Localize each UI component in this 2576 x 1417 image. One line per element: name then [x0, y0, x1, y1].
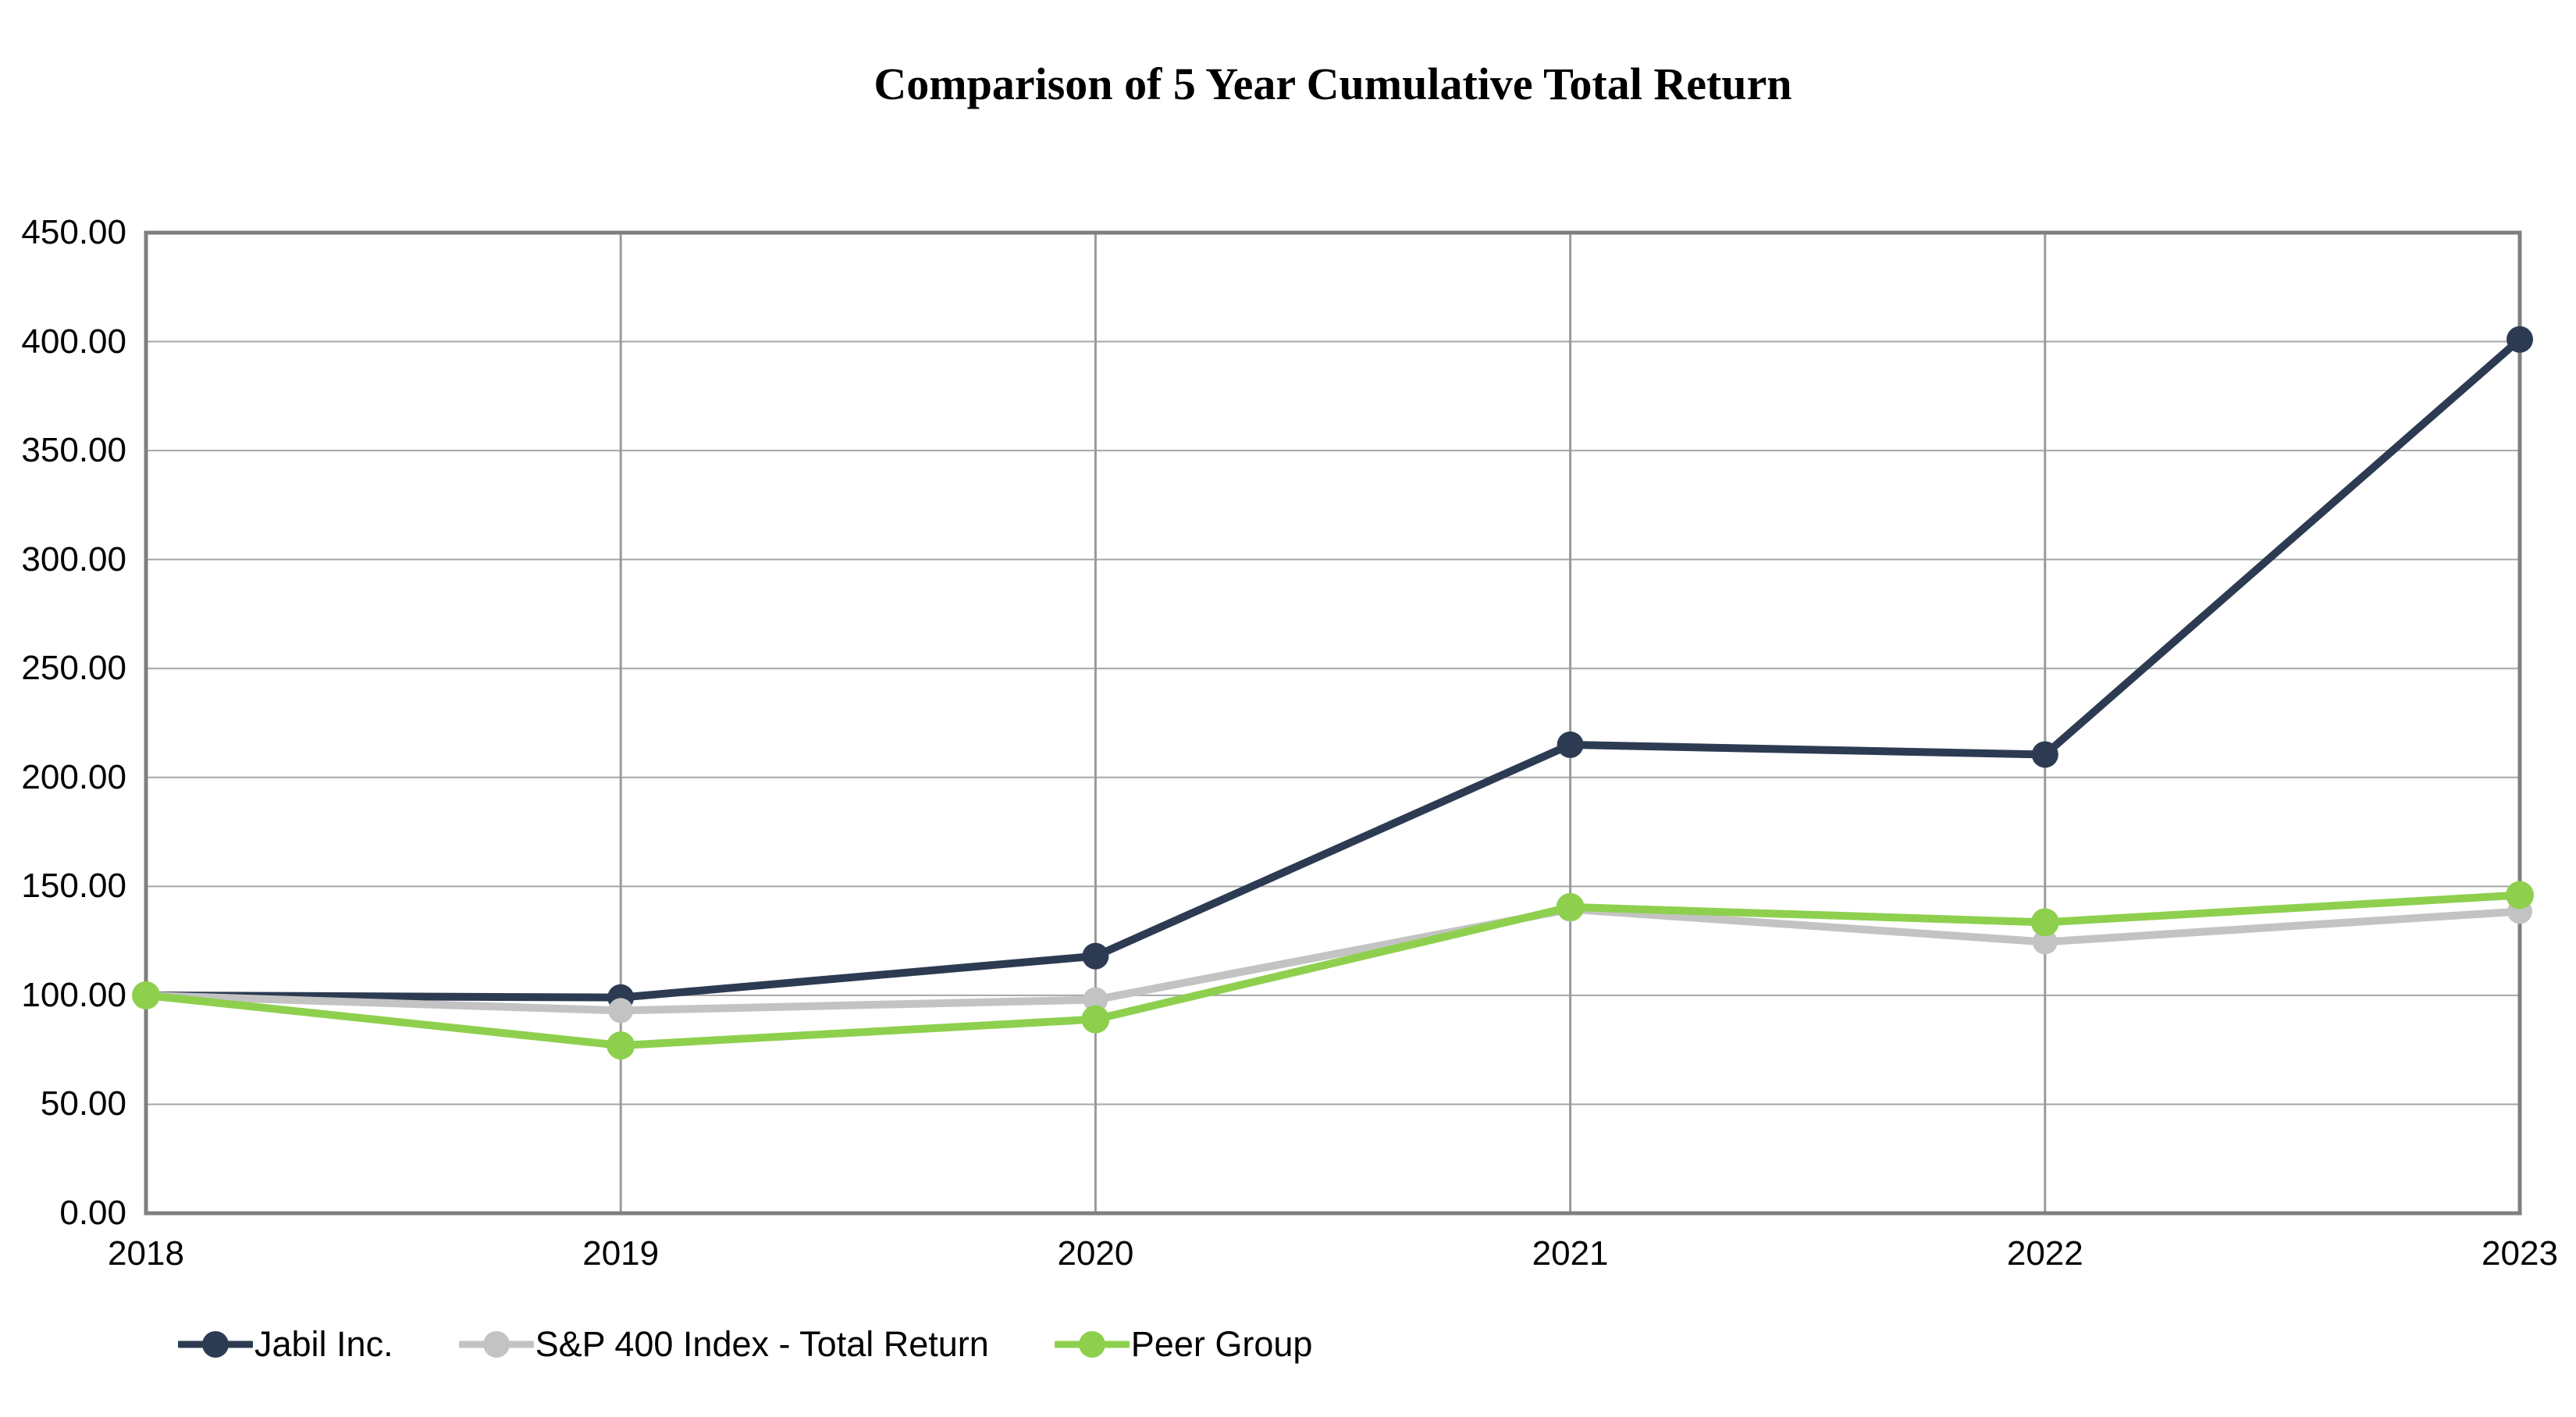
legend-marker-icon [458, 1331, 534, 1358]
data-point-marker [608, 998, 634, 1024]
series-line [142, 335, 2524, 1002]
data-point-marker [132, 981, 160, 1009]
data-point-marker [2031, 741, 2058, 768]
legend-marker-dot [202, 1331, 229, 1358]
y-tick-label: 250.00 [21, 649, 126, 688]
y-tick-label: 300.00 [21, 539, 126, 579]
legend-item: S&P 400 Index - Total Return [458, 1323, 989, 1366]
legend: Jabil Inc. S&P 400 Index - Total Return Pe… [178, 1323, 1312, 1366]
data-point-marker [1556, 892, 1585, 921]
x-tick-label: 2019 [582, 1234, 660, 1273]
y-tick-label: 0.00 [59, 1194, 126, 1232]
chart-title: Comparison of 5 Year Cumulative Total Re… [873, 59, 1792, 109]
x-tick-label: 2020 [1057, 1234, 1134, 1273]
y-tick-label: 200.00 [21, 757, 126, 796]
legend-marker-dot [1078, 1331, 1105, 1358]
data-point-marker [2506, 881, 2534, 910]
legend-label: Peer Group [1130, 1324, 1313, 1364]
y-tick-label: 400.00 [21, 322, 126, 361]
legend-marker-dot [482, 1331, 510, 1358]
x-tick-label: 2021 [1532, 1234, 1609, 1273]
data-point-marker [607, 1031, 635, 1060]
y-tick-label: 150.00 [21, 867, 126, 906]
x-tick-label: 2018 [108, 1234, 184, 1273]
legend-item: Jabil Inc. [178, 1323, 393, 1366]
data-point-marker [1083, 987, 1108, 1013]
data-point-marker [2030, 908, 2059, 937]
series-line [142, 905, 2524, 1015]
data-point-marker [1081, 1005, 1110, 1034]
y-tick-label: 100.00 [21, 975, 126, 1014]
x-tick-label: 2022 [2006, 1234, 2083, 1273]
legend-marker-icon [1054, 1331, 1130, 1358]
data-point-marker [1082, 942, 1109, 970]
y-tick-label: 450.00 [21, 213, 126, 251]
plot-border [144, 230, 2522, 1216]
legend-item: Peer Group [1054, 1323, 1313, 1366]
legend-label: Jabil Inc. [254, 1324, 393, 1364]
y-tick-label: 50.00 [40, 1084, 126, 1123]
legend-marker-icon [178, 1331, 253, 1358]
data-point-marker [2032, 929, 2058, 955]
data-point-marker [2507, 326, 2533, 353]
x-tick-label: 2023 [2482, 1234, 2558, 1273]
series-line [142, 891, 2524, 1050]
legend-label: S&P 400 Index - Total Return [535, 1324, 989, 1364]
y-tick-label: 350.00 [21, 431, 126, 470]
data-point-marker [1557, 731, 1584, 758]
